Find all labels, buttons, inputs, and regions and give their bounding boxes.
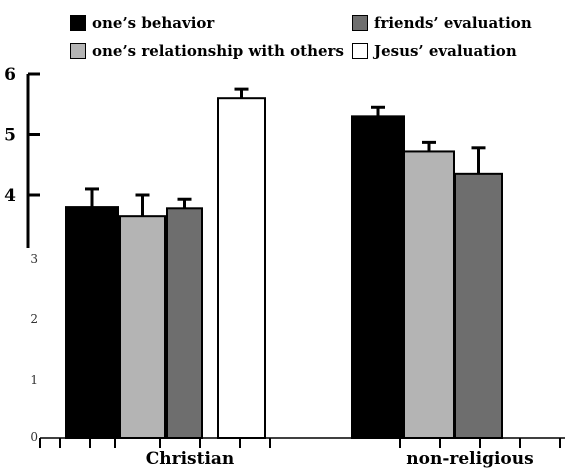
category-label-christian: Christian (146, 449, 235, 468)
legend-swatch-friends (352, 15, 368, 31)
bar-friends-non-religious (454, 172, 503, 439)
bar-relationship-christian (119, 215, 166, 439)
legend-item-behavior: one’s behavior (70, 14, 214, 32)
legend-item-relationship: one’s relationship with others (70, 42, 344, 60)
bar-behavior-christian (65, 206, 119, 439)
y-tick-label-lower: 3 (30, 252, 38, 266)
y-tick-label-lower: 0 (30, 430, 38, 444)
legend-label-behavior: one’s behavior (92, 14, 215, 32)
legend-item-friends: friends’ evaluation (352, 14, 532, 32)
category-label-non-religious: non-religious (406, 449, 533, 468)
bar-relationship-non-religious (403, 150, 455, 439)
legend-swatch-behavior (70, 15, 86, 31)
legend-label-friends: friends’ evaluation (374, 14, 532, 32)
y-tick-label: 6 (4, 65, 16, 85)
y-tick-label: 4 (4, 186, 16, 206)
y-tick-label-lower: 2 (30, 312, 38, 326)
y-tick-label-lower: 1 (30, 373, 38, 387)
legend-label-jesus: Jesus’ evaluation (374, 42, 517, 60)
bar-jesus-christian (217, 97, 266, 439)
legend-item-jesus: Jesus’ evaluation (352, 42, 517, 60)
bar-behavior-non-religious (351, 115, 405, 439)
y-tick-label: 5 (4, 126, 16, 146)
bar-friends-christian (166, 207, 203, 439)
legend-label-relationship: one’s relationship with others (92, 42, 344, 60)
legend-swatch-relationship (70, 43, 86, 59)
legend-swatch-jesus (352, 43, 368, 59)
